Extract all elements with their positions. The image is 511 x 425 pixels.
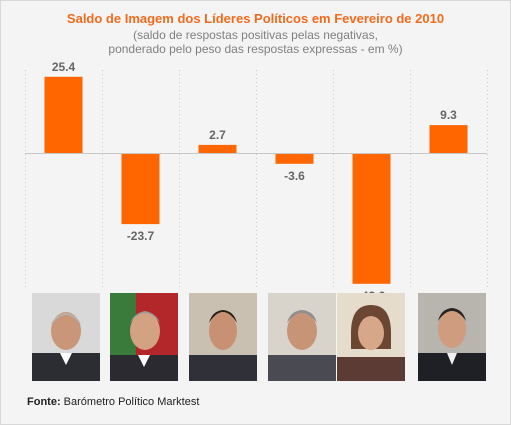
portrait-icon [189, 293, 257, 381]
source-text: Barómetro Político Marktest [63, 396, 200, 408]
leader-photo-5 [337, 293, 405, 381]
data-label: 25.4 [52, 60, 76, 74]
bar [44, 76, 83, 153]
portrait-icon [418, 293, 486, 381]
leader-photo-1 [32, 293, 100, 381]
leader-photo-4 [268, 293, 336, 381]
chart-subtitle: (saldo de respostas positivas pelas nega… [0, 28, 511, 56]
leader-photo-3 [189, 293, 257, 381]
source-note: Fonte: Barómetro Político Marktest [27, 396, 199, 408]
subtitle-line-1: (saldo de respostas positivas pelas nega… [133, 28, 378, 42]
bar [275, 153, 314, 164]
bar [198, 144, 237, 153]
chart-title: Saldo de Imagem dos Líderes Políticos em… [66, 11, 445, 26]
data-label: -23.7 [127, 229, 155, 243]
source-label: Fonte: [27, 396, 61, 408]
data-label: 9.3 [440, 108, 457, 122]
bar [352, 153, 391, 284]
data-label: 2.7 [209, 128, 226, 142]
bar [429, 125, 468, 153]
portrait-icon [268, 293, 336, 381]
portrait-icon [337, 293, 405, 381]
portrait-icon [110, 293, 178, 381]
portrait-icon [32, 293, 100, 381]
subtitle-line-2: ponderado pelo peso das respostas expres… [108, 42, 403, 56]
leader-photo-2 [110, 293, 178, 381]
data-label: -3.6 [284, 169, 305, 183]
bar [121, 153, 160, 225]
leader-photo-6 [418, 293, 486, 381]
